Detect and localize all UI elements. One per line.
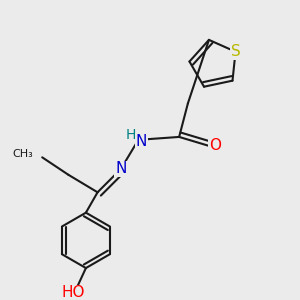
Text: N: N: [136, 134, 147, 149]
Text: HO: HO: [61, 285, 85, 300]
Text: H: H: [126, 128, 136, 142]
Text: O: O: [209, 138, 221, 153]
Text: N: N: [115, 161, 127, 176]
Text: CH₃: CH₃: [13, 149, 34, 159]
Text: S: S: [231, 44, 240, 59]
